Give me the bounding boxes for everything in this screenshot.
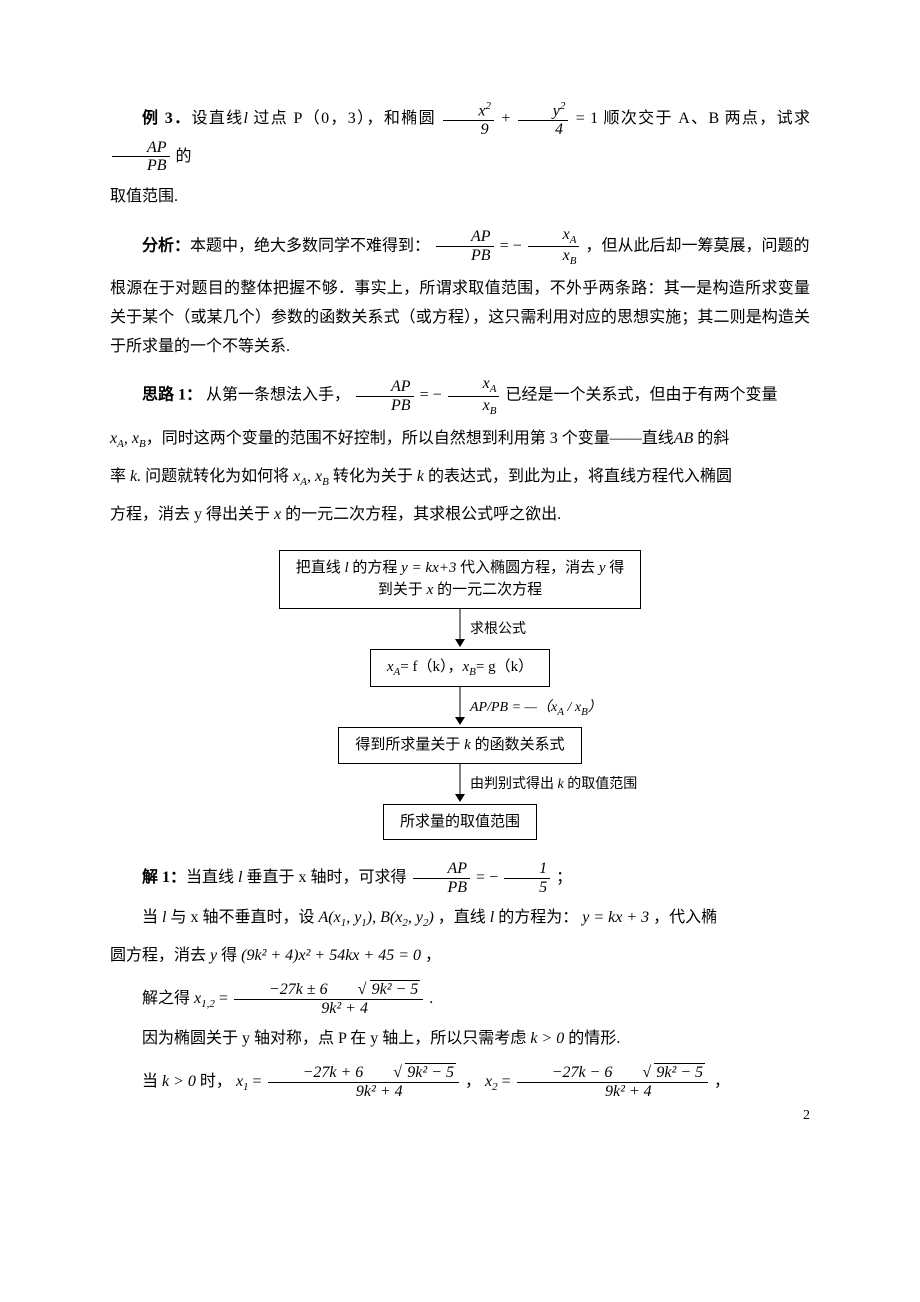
solution1-p4: 解之得 x1,2 = −27k ± 69k² − 5 9k² + 4 . — [110, 981, 810, 1017]
approach1-p4: 方程，消去 y 得出关于 x 的一元二次方程，其求根公式呼之欲出. — [110, 501, 810, 530]
approach1-p3: 率 k. 问题就转化为如何将 xA, xB 转化为关于 k 的表达式，到此为止，… — [110, 463, 810, 493]
approach1-label: 思路 1： — [142, 387, 202, 404]
solution1-p5: 因为椭圆关于 y 轴对称，点 P 在 y 轴上，所以只需考虑 k > 0 的情形… — [110, 1025, 810, 1054]
ratio-ap-pb: APPB — [112, 139, 170, 175]
flow-box-3: 得到所求量关于 k 的函数关系式 — [338, 727, 581, 764]
flow-box-1: 把直线 l 的方程 y = kx+3 代入椭圆方程，消去 y 得 到关于 x 的… — [279, 550, 642, 609]
solution1-label: 解 1： — [142, 869, 186, 886]
approach1-p2: xA, xB，同时这两个变量的范围不好控制，所以自然想到利用第 3 个变量——直… — [110, 425, 810, 455]
solution1-p3: 圆方程，消去 y 得 (9k² + 4)x² + 54kx + 45 = 0 ， — [110, 942, 810, 971]
example-line2: 取值范围. — [110, 183, 810, 212]
analysis-p2: 根源在于对题目的整体把握不够．事实上，所谓求取值范围，不外乎两条路：其一是构造所… — [110, 275, 810, 361]
analysis-label: 分析： — [142, 237, 190, 254]
flow-box-2: xA= f（k），xB= g（k） — [370, 649, 550, 688]
solution1-p1: 解 1：当直线 l 垂直于 x 轴时，可求得 APPB = − 15 ； — [110, 860, 810, 896]
flow-arrow-2: AP/PB = —（xA / xB） — [270, 687, 650, 727]
flow-arrow-3: 由判别式得出 k 的取值范围 — [270, 764, 650, 804]
example-label: 例 3． — [142, 110, 191, 127]
approach1-p1: 思路 1： 从第一条想法入手， APPB = − xAxB 已经是一个关系式，但… — [110, 375, 810, 417]
ellipse-eq-frac2: y24 — [518, 100, 569, 139]
flow-box-4: 所求量的取值范围 — [383, 804, 537, 841]
solution1-p2: 当 l 与 x 轴不垂直时，设 A(x1, y1), B(x2, y2) ，直线… — [110, 904, 810, 934]
page-number: 2 — [803, 1103, 810, 1128]
analysis-p1: 分析：本题中，绝大多数同学不难得到： APPB = − xAxB ，但从此后却一… — [110, 226, 810, 268]
ellipse-eq-frac1: x29 — [443, 100, 494, 139]
example-statement: 例 3．设直线l 过点 P（0，3），和椭圆 x29 + y24 = 1 顺次交… — [110, 100, 810, 175]
solution1-p6: 当 k > 0 时， x1 = −27k + 69k² − 5 9k² + 4 … — [110, 1064, 810, 1100]
flowchart: 把直线 l 的方程 y = kx+3 代入椭圆方程，消去 y 得 到关于 x 的… — [270, 550, 650, 841]
flow-arrow-1: 求根公式 — [270, 609, 650, 649]
